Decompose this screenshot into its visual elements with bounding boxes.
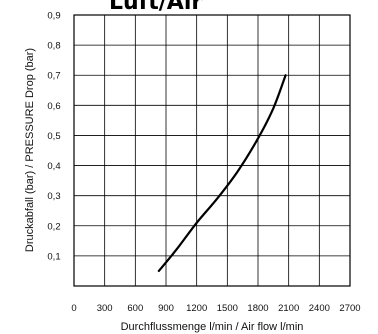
x-tick-label: 2400 [309,303,330,314]
data-point [175,249,177,251]
series-line [157,74,287,273]
y-tick-label: 0,2 [47,221,60,232]
data-point [196,222,198,224]
data-point [272,107,274,109]
y-tick-label: 0,7 [47,71,60,82]
x-tick-label: 900 [158,303,174,314]
x-tick-label: 300 [97,303,113,314]
y-tick-label: 0,5 [47,131,60,142]
x-tick-label: 1200 [186,303,207,314]
chart-title: Luft/Air [109,0,202,15]
x-tick-label: 1800 [247,303,268,314]
data-point [158,270,160,272]
x-tick-label: 0 [71,303,76,314]
y-tick-label: 0,1 [47,251,60,262]
x-axis-label: Durchflussmenge l/min / Air flow l/min [121,321,304,333]
plot-frame [73,14,351,287]
x-tick-label: 1500 [217,303,238,314]
data-point [257,137,259,140]
plot-area-background [74,15,350,286]
y-tick-label: 0,9 [47,11,60,22]
x-tick-label: 2100 [278,303,299,314]
y-tick-label: 0,4 [47,161,60,172]
data-point [216,198,218,200]
y-axis-label: Druckabfall (bar) / PRESSURE Drop (bar) [24,48,36,252]
y-tick-labels: 0,1 0,2 0,3 0,4 0,5 0,6 0,7 0,8 0,9 [47,11,60,263]
data-point [285,74,287,76]
x-tick-labels: 0 300 600 900 1200 1500 1800 2100 2400 2700 [71,303,360,314]
x-tick-label: 600 [127,303,143,314]
y-tick-label: 0,3 [47,191,60,202]
series-group [157,74,287,273]
x-tick-label: 2700 [339,303,360,314]
data-point [236,170,239,173]
y-tick-label: 0,6 [47,101,60,112]
y-tick-label: 0,8 [47,41,60,52]
